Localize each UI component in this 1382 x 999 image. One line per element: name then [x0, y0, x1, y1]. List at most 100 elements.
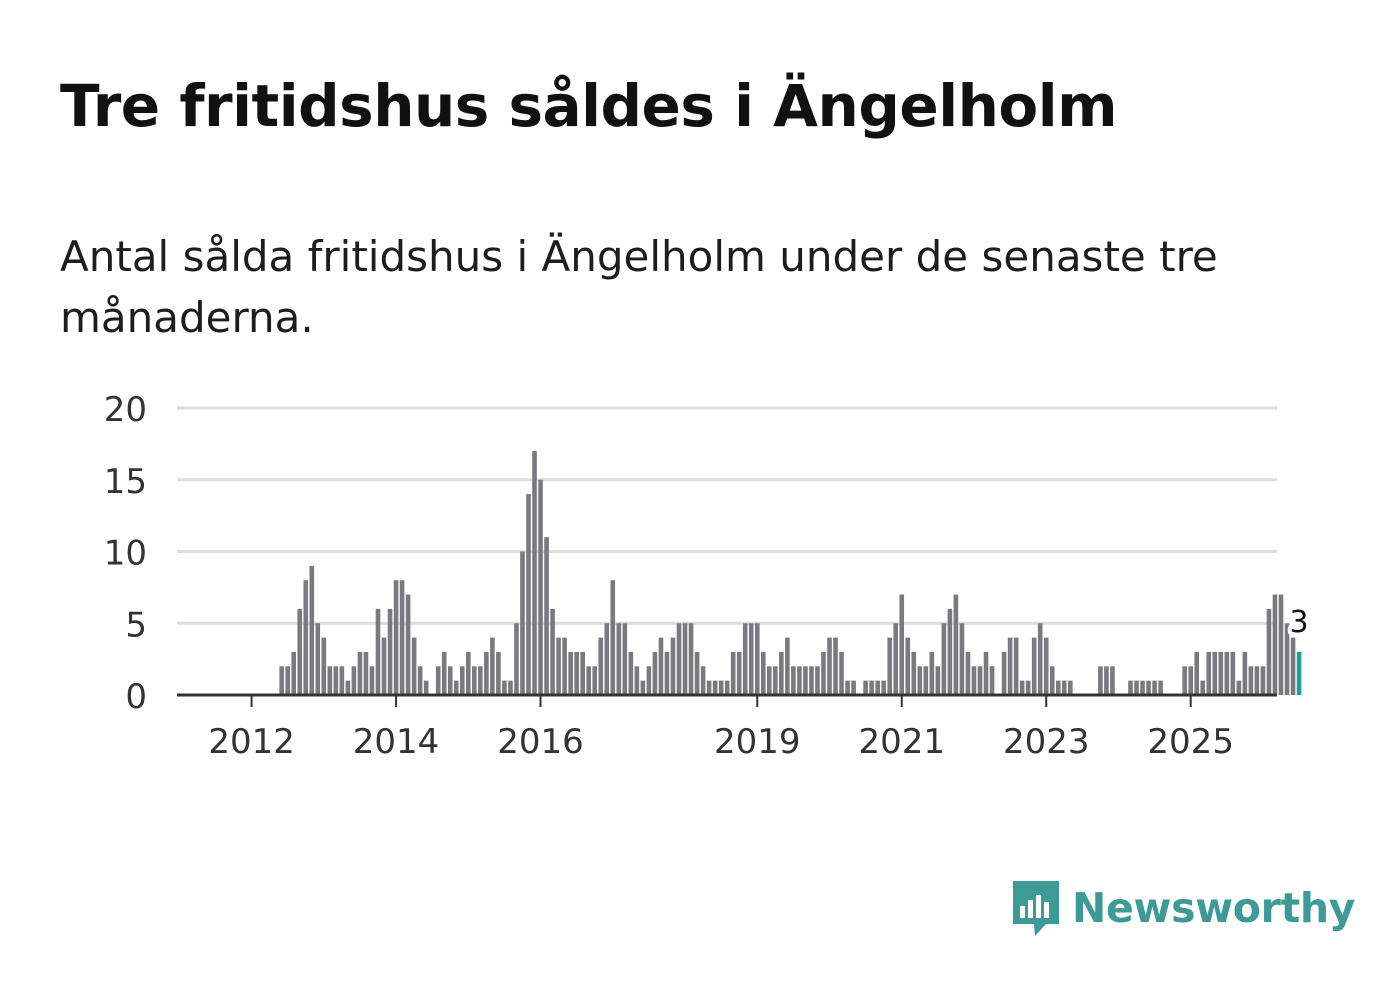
bar — [291, 651, 297, 695]
bar — [459, 666, 465, 695]
bar — [502, 680, 507, 695]
bar — [472, 666, 477, 695]
bar — [1200, 680, 1206, 695]
bar — [441, 651, 447, 695]
bar — [405, 594, 411, 695]
bar — [706, 680, 712, 695]
bar — [1043, 637, 1049, 695]
bar — [453, 680, 459, 695]
bar — [1194, 651, 1200, 695]
bar — [1158, 680, 1163, 695]
bar — [676, 623, 682, 695]
bar — [1260, 666, 1266, 695]
bar — [1290, 637, 1296, 695]
bar — [718, 680, 724, 695]
bar — [682, 623, 688, 695]
bar — [700, 666, 706, 695]
bar — [466, 651, 471, 695]
bar — [327, 666, 333, 695]
bar — [941, 623, 947, 695]
bar — [977, 666, 983, 695]
bar — [1007, 637, 1013, 695]
bar — [887, 637, 892, 695]
bar — [1284, 623, 1290, 695]
bar — [971, 666, 977, 695]
bar — [875, 680, 880, 695]
y-tick-label: 0 — [125, 677, 147, 717]
bar — [411, 637, 417, 695]
bar — [694, 651, 700, 695]
bar — [556, 637, 561, 695]
bar — [387, 608, 393, 695]
bar — [839, 651, 844, 695]
bar — [532, 451, 537, 695]
bar — [315, 623, 321, 695]
bar — [610, 580, 616, 695]
bar — [550, 608, 555, 695]
x-tick-label: 2014 — [353, 722, 440, 762]
bars — [279, 451, 1302, 695]
bar — [1019, 680, 1025, 695]
y-tick-label: 10 — [104, 534, 147, 574]
bar — [646, 666, 652, 695]
bar — [514, 623, 519, 695]
newsworthy-logo: Newsworthy — [1010, 876, 1355, 940]
bar — [742, 623, 748, 695]
bar — [779, 651, 784, 695]
bar — [399, 580, 405, 695]
bar — [989, 666, 995, 695]
bar — [1272, 594, 1278, 695]
newsworthy-chart-bubble-icon — [1013, 881, 1059, 936]
bar — [447, 666, 453, 695]
bar — [724, 680, 730, 695]
bar — [526, 494, 531, 695]
y-tick-label: 20 — [104, 390, 147, 430]
bar — [1140, 680, 1145, 695]
bar — [983, 651, 989, 695]
bar — [1206, 651, 1212, 695]
bar — [1031, 637, 1037, 695]
bar — [1037, 623, 1043, 695]
bar — [827, 637, 832, 695]
bar — [574, 651, 579, 695]
bar — [730, 651, 736, 695]
bar — [628, 651, 634, 695]
bar — [357, 651, 363, 695]
bar — [1055, 680, 1061, 695]
bar — [544, 537, 549, 695]
bar — [1236, 680, 1242, 695]
bar — [947, 608, 953, 695]
bar — [1224, 651, 1230, 695]
bar — [484, 651, 489, 695]
y-tick-label: 15 — [104, 462, 147, 502]
bar — [1212, 651, 1218, 695]
bar — [688, 623, 694, 695]
bar — [363, 651, 369, 695]
bar — [1182, 666, 1187, 695]
bar — [803, 666, 808, 695]
bar — [1049, 666, 1055, 695]
bar — [851, 680, 856, 695]
bar — [1134, 680, 1139, 695]
brand-name: Newsworthy — [1072, 884, 1356, 932]
bar — [959, 623, 965, 695]
bar — [917, 666, 923, 695]
bar — [767, 666, 772, 695]
bar — [1061, 680, 1067, 695]
bar — [508, 680, 513, 695]
bar — [664, 651, 670, 695]
bar — [375, 608, 381, 695]
bar — [423, 680, 429, 695]
bar — [321, 637, 327, 695]
bar — [869, 680, 874, 695]
bar — [1013, 637, 1019, 695]
bar — [736, 651, 742, 695]
bar — [965, 651, 971, 695]
bar — [285, 666, 290, 695]
bar — [345, 680, 351, 695]
bar — [562, 637, 567, 695]
labels: 0 5 10 15 20 2012 2014 2016 2019 2021 2023 2025 3 — [104, 390, 1313, 762]
bar — [598, 637, 604, 695]
bar — [833, 637, 838, 695]
